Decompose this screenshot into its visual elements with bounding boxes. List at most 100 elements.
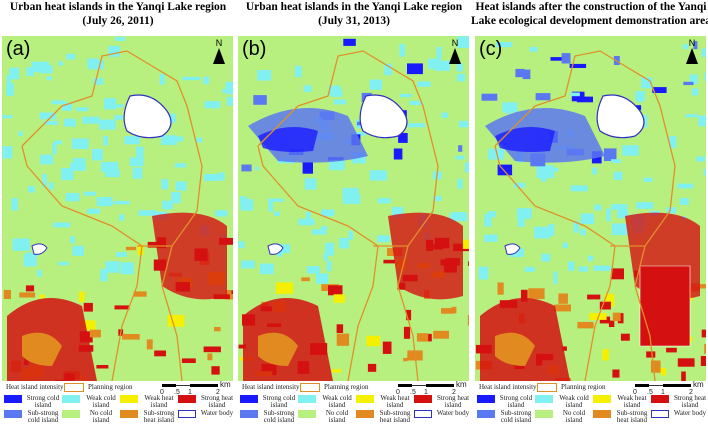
legend-item: Strong cold island (477, 395, 535, 409)
heat-patch (83, 191, 96, 196)
heat-patch (366, 335, 381, 347)
heat-patch (576, 96, 593, 103)
strong-heat-island-area (388, 212, 463, 300)
legend-swatch (298, 395, 316, 403)
heat-island-map-b: (b) N (238, 36, 469, 381)
heat-patch (87, 58, 99, 68)
heat-patch (294, 65, 302, 78)
heat-patch (203, 76, 209, 85)
heat-patch (353, 132, 366, 136)
heat-patch (226, 97, 233, 106)
heat-patch (685, 114, 698, 118)
heat-patch (218, 172, 225, 181)
heat-patch (441, 308, 454, 314)
heat-patch (99, 119, 116, 130)
heat-patch (367, 363, 377, 372)
legend-label: Planning region (324, 383, 369, 392)
heat-patch (522, 69, 531, 80)
heat-patch (689, 74, 698, 84)
heat-patch (79, 291, 85, 303)
heat-patch (701, 329, 706, 338)
heat-patch (377, 198, 391, 204)
heat-patch (65, 193, 80, 202)
heat-patch (383, 259, 395, 264)
heat-patch (254, 166, 259, 171)
heat-patch (225, 81, 233, 95)
heat-patch (108, 45, 120, 57)
heat-patch (520, 289, 528, 302)
heat-patch (650, 360, 661, 373)
heat-patch (569, 63, 587, 68)
heat-patch (524, 266, 535, 272)
heat-patch (677, 183, 694, 189)
north-label: N (215, 38, 223, 48)
heat-patch (116, 252, 127, 257)
north-label: N (451, 38, 459, 48)
heat-patch (403, 326, 411, 339)
heat-patch (612, 223, 629, 236)
heat-patch (58, 61, 63, 66)
heat-patch (241, 260, 255, 269)
heat-patch (599, 316, 611, 324)
legend-label: Water body (673, 409, 707, 417)
heat-patch (606, 208, 611, 222)
legend-swatch (120, 410, 138, 418)
legend-item: Weak cold island (62, 395, 120, 409)
heat-patch (587, 294, 601, 300)
heat-patch (622, 145, 639, 156)
legend-swatch (535, 395, 553, 403)
heat-patch (222, 89, 233, 93)
heat-patch (342, 193, 361, 204)
heat-patch (238, 344, 246, 349)
heat-patch (159, 74, 165, 85)
heat-patch (641, 77, 653, 89)
heat-patch (580, 213, 595, 225)
legend-swatch (120, 395, 138, 403)
heat-patch (96, 365, 109, 369)
legend-heading: Heat island intensity (479, 383, 537, 391)
heat-patch (132, 167, 143, 179)
scale-tick: 2 (689, 389, 693, 396)
heat-patch (478, 266, 489, 280)
legend-swatch (298, 410, 316, 418)
heat-patch (119, 214, 124, 221)
yanqi-lake-water-body (359, 94, 408, 139)
heat-patch (113, 104, 124, 108)
panel-label: (c) (479, 38, 503, 60)
heat-patch (174, 136, 184, 142)
heat-patch (700, 356, 706, 366)
legend-label: Weak cold island (86, 394, 116, 409)
scale-tick: 0 (633, 389, 637, 396)
heat-patch (89, 329, 101, 338)
legend-planning-region: Planning region (537, 383, 606, 392)
heat-patch (617, 313, 624, 324)
legend-label: Sub-strong heat island (379, 409, 411, 424)
heat-patch (105, 163, 112, 174)
heat-patch (298, 218, 315, 226)
heat-patch (3, 289, 11, 299)
heat-patch (125, 246, 137, 251)
panel-title: Heat islands after the construction of t… (471, 1, 708, 27)
heat-patch (562, 242, 568, 249)
heat-patch (257, 70, 272, 81)
legend-item: Sub-strong heat island (356, 410, 414, 424)
legend-label: Sub-strong cold island (500, 409, 532, 424)
heat-patch (304, 178, 317, 190)
legend-item: No cold island (298, 410, 356, 424)
heat-patch (302, 162, 313, 174)
heat-patch (326, 260, 332, 272)
heat-patch (455, 155, 465, 160)
heat-patch (416, 333, 429, 342)
heat-patch (103, 136, 109, 146)
heat-patch (464, 162, 469, 173)
heat-patch (37, 269, 42, 277)
strong-heat-island-area (152, 212, 227, 300)
heat-patch (457, 178, 463, 189)
scale-tick: .5 (410, 389, 416, 396)
heat-patch (611, 268, 624, 280)
heat-patch (40, 154, 54, 165)
heat-patch (528, 288, 545, 300)
heat-patch (399, 93, 412, 98)
legend-swatch (356, 395, 374, 403)
heat-patch (303, 85, 312, 92)
